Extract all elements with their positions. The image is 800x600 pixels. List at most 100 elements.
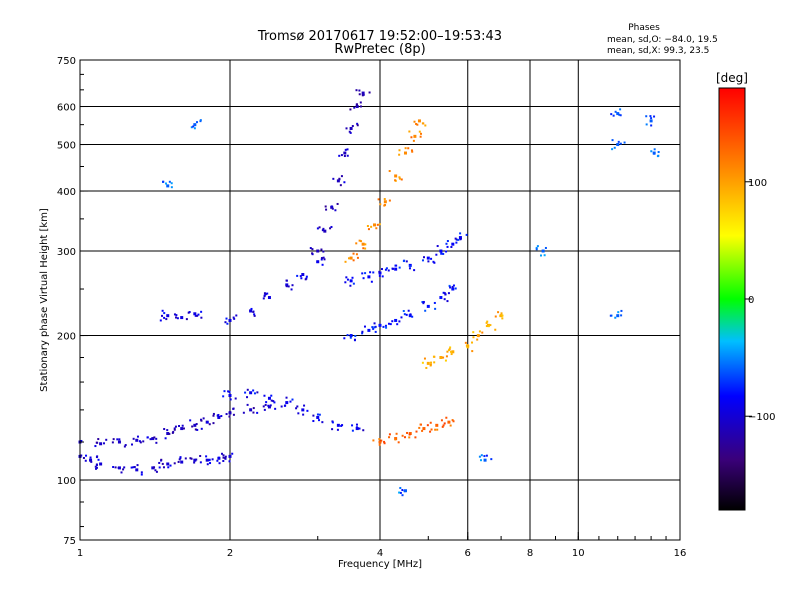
data-point-scatter (464, 341, 467, 344)
data-point-scatter (182, 427, 185, 430)
data-point-scatter (90, 460, 93, 463)
data-point-scatter (411, 150, 414, 153)
data-point-scatter (212, 422, 215, 425)
data-point (193, 423, 197, 427)
data-point-scatter (377, 198, 380, 201)
data-point-scatter (442, 291, 445, 294)
y-axis-label: Stationary phase Virtual Height [km] (39, 208, 50, 392)
data-point-scatter (320, 258, 323, 261)
data-point-scatter (297, 412, 300, 415)
data-point-scatter (356, 122, 359, 125)
data-point-scatter (455, 241, 458, 244)
data-point-scatter (358, 93, 361, 96)
data-point-scatter (372, 439, 375, 442)
data-point-scatter (253, 392, 256, 395)
data-point-scatter (193, 461, 196, 464)
data-point-scatter (323, 258, 326, 261)
data-point-scatter (351, 424, 354, 427)
data-point-scatter (430, 428, 433, 431)
data-point-scatter (489, 324, 492, 327)
data-point-scatter (184, 457, 187, 460)
data-point-scatter (429, 430, 432, 433)
data-point-scatter (222, 395, 225, 398)
data-point-scatter (318, 413, 321, 416)
data-point-scatter (650, 124, 653, 127)
data-point-scatter (175, 314, 178, 317)
data-point-scatter (410, 149, 413, 152)
data-point-scatter (395, 432, 398, 435)
data-point-scatter (490, 458, 493, 461)
data-point-scatter (304, 278, 307, 281)
data-point-scatter (222, 454, 225, 457)
data-point-scatter (312, 414, 315, 417)
data-point (355, 427, 359, 431)
data-point-scatter (336, 202, 339, 205)
y-tick-label: 400 (57, 187, 76, 198)
data-point-scatter (544, 246, 547, 249)
data-point-scatter (443, 298, 446, 301)
data-point-scatter (270, 394, 273, 397)
data-point-scatter (192, 125, 195, 128)
data-point-scatter (378, 223, 381, 226)
data-point (541, 249, 545, 253)
data-point-scatter (450, 350, 453, 353)
data-point-scatter (416, 123, 419, 126)
data-point-scatter (194, 314, 197, 317)
data-point-scatter (312, 420, 315, 423)
data-point-scatter (177, 460, 180, 463)
data-point-scatter (316, 413, 319, 416)
data-point-scatter (363, 325, 366, 328)
data-point-scatter (372, 327, 375, 330)
data-point-scatter (361, 330, 364, 333)
data-point-scatter (457, 238, 460, 241)
data-point-scatter (623, 141, 626, 144)
data-point (166, 184, 170, 188)
data-point-scatter (384, 203, 387, 206)
data-point-scatter (535, 246, 538, 249)
data-point-scatter (162, 180, 165, 183)
data-point-scatter (173, 427, 176, 430)
data-point-scatter (178, 424, 181, 427)
data-point-scatter (361, 332, 364, 335)
data-point-scatter (226, 322, 229, 325)
data-point-scatter (225, 413, 228, 416)
data-point (394, 174, 398, 178)
data-point-scatter (400, 316, 403, 319)
data-point-scatter (142, 440, 145, 443)
data-point-scatter (212, 412, 215, 415)
data-point-scatter (97, 458, 100, 461)
data-point-scatter (398, 149, 401, 152)
data-point-scatter (200, 310, 203, 313)
data-point-scatter (174, 425, 177, 428)
data-point-scatter (331, 207, 334, 210)
data-point-scatter (235, 314, 238, 317)
x-tick-label: 8 (527, 548, 533, 559)
data-point (228, 454, 232, 458)
data-point-scatter (296, 405, 299, 408)
y-tick-label: 300 (57, 247, 76, 258)
data-point-scatter (217, 413, 220, 416)
data-point-scatter (394, 438, 397, 441)
data-point (301, 408, 305, 412)
data-point-scatter (263, 408, 266, 411)
data-point (349, 256, 353, 260)
data-point-scatter (231, 452, 234, 455)
data-point-scatter (433, 301, 436, 304)
data-point-scatter (343, 155, 346, 158)
data-point-scatter (153, 466, 156, 469)
data-point-scatter (291, 284, 294, 287)
data-point-scatter (332, 177, 335, 180)
data-point-scatter (355, 242, 358, 245)
data-point-scatter (195, 423, 198, 426)
data-point-scatter (620, 309, 623, 312)
data-point-scatter (403, 313, 406, 316)
data-point-scatter (228, 391, 231, 394)
data-point-scatter (355, 426, 358, 429)
data-point (205, 458, 209, 462)
data-point-scatter (224, 321, 227, 324)
data-point-scatter (459, 238, 462, 241)
data-point-scatter (380, 439, 383, 442)
data-point-scatter (302, 413, 305, 416)
data-point-scatter (85, 454, 88, 457)
data-point-scatter (266, 292, 269, 295)
